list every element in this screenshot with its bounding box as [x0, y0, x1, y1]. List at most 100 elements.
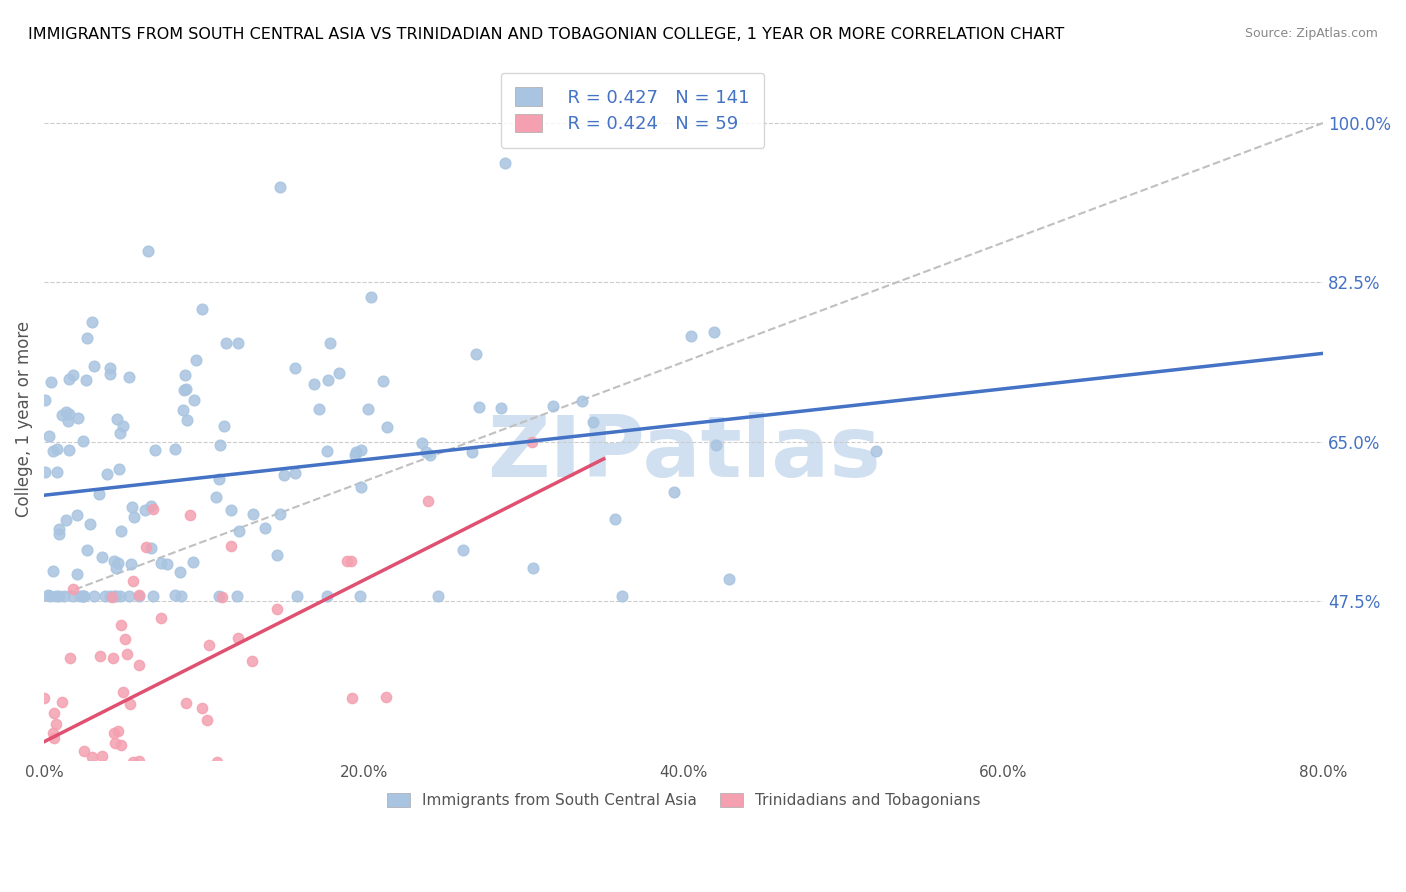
Point	[174, 696, 197, 710]
Point	[467, 400, 489, 414]
Point	[34, 393, 56, 408]
Point	[266, 601, 288, 615]
Point	[169, 565, 191, 579]
Point	[132, 798, 155, 813]
Point	[75, 373, 97, 387]
Y-axis label: College, 1 year or more: College, 1 year or more	[15, 321, 32, 517]
Point	[522, 561, 544, 575]
Point	[111, 684, 134, 698]
Point	[703, 325, 725, 339]
Point	[45, 442, 67, 457]
Point	[350, 443, 373, 458]
Point	[205, 755, 228, 769]
Point	[156, 558, 179, 572]
Point	[110, 738, 132, 752]
Point	[39, 376, 62, 390]
Point	[108, 462, 131, 476]
Point	[121, 500, 143, 514]
Point	[191, 701, 214, 715]
Point	[610, 590, 633, 604]
Point	[66, 508, 89, 522]
Point	[55, 512, 77, 526]
Point	[122, 509, 145, 524]
Point	[121, 756, 143, 770]
Point	[89, 486, 111, 500]
Point	[82, 750, 104, 764]
Point	[62, 582, 84, 596]
Point	[176, 413, 198, 427]
Point	[149, 557, 172, 571]
Point	[44, 706, 66, 721]
Point	[122, 574, 145, 588]
Point	[62, 590, 84, 604]
Point	[184, 353, 207, 368]
Point	[48, 522, 70, 536]
Point	[375, 420, 398, 434]
Point	[58, 651, 80, 665]
Point	[75, 798, 97, 813]
Point	[62, 368, 84, 382]
Point	[76, 543, 98, 558]
Point	[183, 392, 205, 407]
Point	[662, 484, 685, 499]
Point	[34, 466, 56, 480]
Point	[285, 590, 308, 604]
Text: Source: ZipAtlas.com: Source: ZipAtlas.com	[1244, 27, 1378, 40]
Text: IMMIGRANTS FROM SOUTH CENTRAL ASIA VS TRINIDADIAN AND TOBAGONIAN COLLEGE, 1 YEAR: IMMIGRANTS FROM SOUTH CENTRAL ASIA VS TR…	[28, 27, 1064, 42]
Point	[48, 590, 70, 604]
Point	[145, 442, 167, 457]
Point	[104, 561, 127, 575]
Point	[128, 657, 150, 672]
Point	[37, 588, 59, 602]
Point	[226, 336, 249, 351]
Point	[42, 443, 65, 458]
Point	[51, 695, 73, 709]
Point	[571, 393, 593, 408]
Point	[208, 472, 231, 486]
Point	[205, 491, 228, 505]
Point	[94, 798, 117, 813]
Point	[150, 611, 173, 625]
Point	[118, 590, 141, 604]
Point	[98, 368, 121, 382]
Point	[107, 557, 129, 571]
Point	[90, 549, 112, 564]
Point	[45, 717, 67, 731]
Point	[170, 590, 193, 604]
Point	[172, 402, 194, 417]
Point	[91, 749, 114, 764]
Point	[717, 572, 740, 586]
Point	[197, 638, 219, 652]
Point	[72, 590, 94, 604]
Point	[100, 590, 122, 604]
Point	[128, 588, 150, 602]
Point	[221, 540, 243, 554]
Point	[269, 180, 291, 194]
Point	[46, 465, 69, 479]
Point	[93, 766, 115, 780]
Point	[45, 590, 67, 604]
Point	[273, 467, 295, 482]
Point	[73, 590, 96, 604]
Point	[96, 467, 118, 481]
Point	[225, 590, 247, 604]
Point	[704, 438, 727, 452]
Point	[269, 507, 291, 521]
Point	[98, 361, 121, 376]
Point	[101, 590, 124, 604]
Point	[56, 414, 79, 428]
Point	[52, 590, 75, 604]
Point	[415, 445, 437, 459]
Point	[58, 407, 80, 421]
Point	[304, 376, 326, 391]
Point	[55, 405, 77, 419]
Point	[42, 731, 65, 745]
Point	[110, 618, 132, 632]
Point	[284, 361, 307, 376]
Point	[73, 744, 96, 758]
Point	[195, 713, 218, 727]
Point	[135, 540, 157, 554]
Point	[134, 503, 156, 517]
Point	[72, 434, 94, 449]
Point	[120, 557, 142, 571]
